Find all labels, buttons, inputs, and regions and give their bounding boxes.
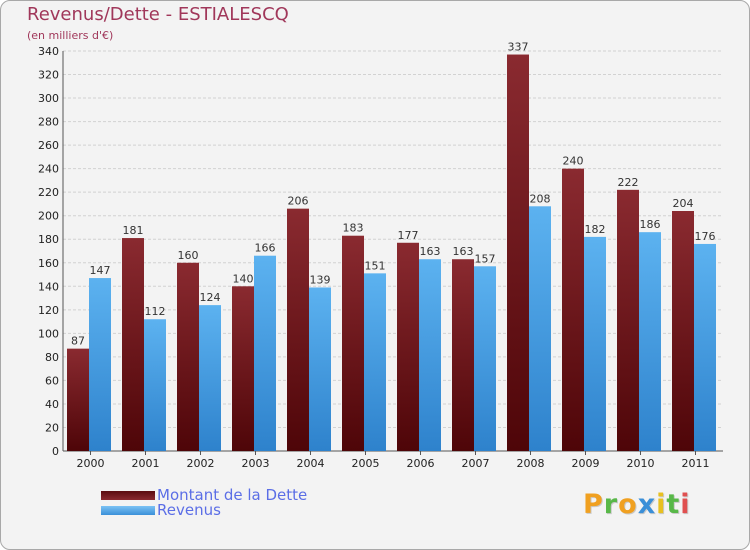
y-tick-label: 100	[38, 327, 59, 340]
x-tick-label: 2008	[517, 457, 545, 470]
x-tick-label: 2010	[627, 457, 655, 470]
y-tick-label: 280	[38, 116, 59, 129]
y-tick-label: 0	[52, 445, 59, 458]
logo-letter: x	[637, 489, 657, 520]
bar-revenus	[89, 278, 111, 451]
logo-letter: i	[656, 489, 667, 520]
x-tick-label: 2005	[352, 457, 380, 470]
x-tick-label: 2001	[132, 457, 160, 470]
bar-dette	[672, 211, 694, 451]
bar-dette	[617, 189, 639, 451]
bar-revenus	[584, 236, 606, 451]
bar-dette	[232, 286, 254, 451]
logo-letter: i	[680, 489, 691, 520]
data-label-dette: 183	[343, 222, 364, 235]
data-label-dette: 204	[673, 197, 694, 210]
chart-subtitle: (en milliers d'€)	[27, 29, 114, 42]
logo-letter: o	[618, 489, 638, 520]
x-tick-label: 2011	[682, 457, 710, 470]
x-tick-label: 2002	[187, 457, 215, 470]
data-label-dette: 240	[563, 155, 584, 168]
data-label-revenus: 176	[695, 230, 716, 243]
bar-revenus	[364, 273, 386, 451]
data-label-dette: 140	[233, 272, 254, 285]
data-label-revenus: 186	[640, 218, 661, 231]
legend-label-revenus: Revenus	[157, 501, 221, 519]
plot-area	[63, 51, 723, 451]
y-tick-label: 240	[38, 163, 59, 176]
y-tick-label: 140	[38, 280, 59, 293]
y-tick-label: 200	[38, 210, 59, 223]
data-label-revenus: 163	[420, 245, 441, 258]
bar-dette	[452, 259, 474, 451]
data-label-revenus: 112	[145, 305, 166, 318]
bar-dette	[507, 54, 529, 451]
legend-swatch-dette	[101, 491, 155, 500]
y-tick-label: 180	[38, 233, 59, 246]
bar-dette	[342, 235, 364, 451]
bar-dette	[562, 168, 584, 451]
x-tick-label: 2004	[297, 457, 325, 470]
bar-dette	[122, 238, 144, 451]
y-tick-label: 40	[45, 398, 59, 411]
y-tick-label: 20	[45, 421, 59, 434]
data-label-dette: 177	[398, 229, 419, 242]
logo-letter: P	[583, 489, 604, 520]
bar-revenus	[309, 287, 331, 451]
y-tick-label: 300	[38, 92, 59, 105]
bar-revenus	[419, 259, 441, 451]
legend-swatch-revenus	[101, 506, 155, 515]
bar-revenus	[694, 243, 716, 451]
chart-title: Revenus/Dette - ESTIALESCQ	[27, 4, 289, 25]
proxiti-logo: Proxiti	[583, 489, 691, 520]
x-tick-label: 2003	[242, 457, 270, 470]
y-tick-label: 120	[38, 304, 59, 317]
y-tick-label: 340	[38, 45, 59, 58]
data-label-revenus: 124	[200, 291, 221, 304]
bar-revenus	[144, 319, 166, 451]
bar-revenus	[639, 232, 661, 451]
bar-revenus	[199, 305, 221, 451]
bar-dette	[67, 348, 89, 451]
x-tick-label: 2007	[462, 457, 490, 470]
logo-letter: t	[666, 489, 681, 520]
data-label-dette: 87	[71, 335, 85, 348]
bar-dette	[397, 242, 419, 451]
y-tick-label: 80	[45, 351, 59, 364]
data-label-revenus: 147	[90, 264, 111, 277]
data-label-revenus: 208	[530, 192, 551, 205]
x-tick-label: 2006	[407, 457, 435, 470]
y-tick-label: 320	[38, 69, 59, 82]
x-tick-label: 2000	[77, 457, 105, 470]
data-label-dette: 222	[618, 176, 639, 189]
y-tick-label: 220	[38, 186, 59, 199]
x-tick-label: 2009	[572, 457, 600, 470]
data-label-revenus: 166	[255, 242, 276, 255]
data-label-dette: 337	[508, 41, 529, 54]
data-label-dette: 163	[453, 245, 474, 258]
data-label-revenus: 182	[585, 223, 606, 236]
bar-revenus	[254, 255, 276, 451]
logo-letter: r	[603, 489, 619, 520]
bar-dette	[287, 208, 309, 451]
y-tick-label: 160	[38, 257, 59, 270]
bar-revenus	[529, 206, 551, 451]
data-label-revenus: 151	[365, 259, 386, 272]
data-label-dette: 181	[123, 224, 144, 237]
data-label-revenus: 139	[310, 273, 331, 286]
data-label-dette: 160	[178, 249, 199, 262]
legend-label-dette: Montant de la Dette	[157, 486, 308, 504]
data-label-dette: 206	[288, 195, 309, 208]
bar-revenus	[474, 266, 496, 451]
y-tick-label: 260	[38, 139, 59, 152]
bar-dette	[177, 262, 199, 451]
y-tick-label: 60	[45, 374, 59, 387]
data-label-revenus: 157	[475, 252, 496, 265]
